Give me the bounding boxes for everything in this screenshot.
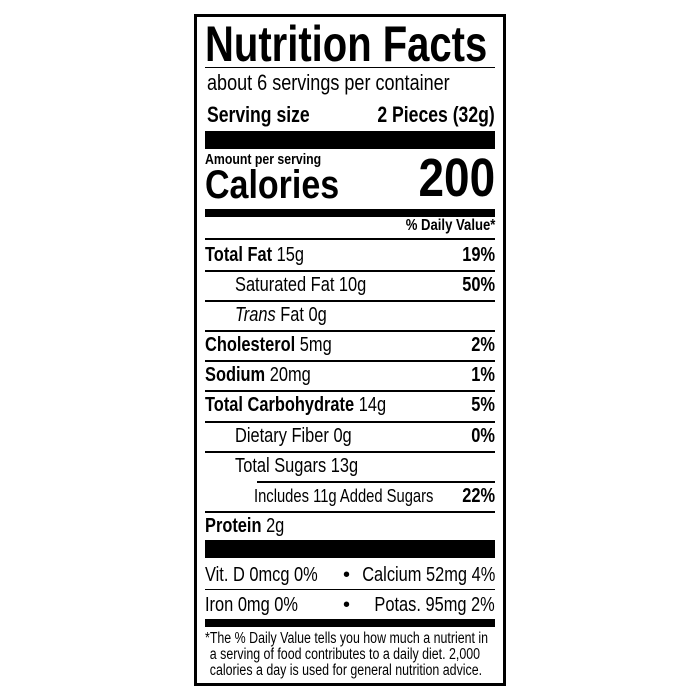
nutrient-name: Total Sugars xyxy=(235,455,327,477)
footnote: *The % Daily Value tells you how much a … xyxy=(205,631,488,679)
divider xyxy=(205,270,495,272)
amount-per-serving: Amount per serving xyxy=(205,151,322,168)
nutrient-amount: 0g xyxy=(333,425,352,447)
nutrient-dv: 50% xyxy=(462,274,495,296)
footnote-line: *The % Daily Value tells you how much a … xyxy=(205,630,489,647)
divider xyxy=(205,238,495,240)
footnote-line: a serving of food contributes to a daily… xyxy=(209,646,481,663)
potassium: Potas. 95mg 2% xyxy=(374,594,495,616)
nutrient-row-protein: Protein 2g xyxy=(205,511,495,541)
nutrient-dv: 22% xyxy=(462,485,495,507)
nutrient-row-cholesterol: Cholesterol 5mg 2% xyxy=(205,330,495,360)
nutrient-amount: 14g xyxy=(358,394,387,416)
nutrient-amount: 20mg xyxy=(269,364,311,386)
divider xyxy=(205,421,495,423)
divider-indented xyxy=(257,481,495,483)
nutrient-amount: 10g xyxy=(338,274,367,296)
nutrient-name: Includes 11g Added Sugars xyxy=(254,486,434,506)
nutrient-name: Total Carbohydrate xyxy=(205,394,355,416)
thick-divider xyxy=(205,131,495,149)
iron: Iron 0mg 0% xyxy=(205,594,298,616)
micronutrient-row: Iron 0mg 0% • Potas. 95mg 2% xyxy=(205,590,495,620)
nutrient-row-sodium: Sodium 20mg 1% xyxy=(205,360,495,390)
bullet: • xyxy=(343,564,351,586)
nutrient-name: Cholesterol xyxy=(205,334,296,356)
medium-divider xyxy=(205,619,495,627)
nutrient-row-total-fat: Total Fat 15g 19% xyxy=(205,240,495,270)
divider xyxy=(205,67,495,68)
thick-divider xyxy=(205,540,495,558)
calories-label: Calories xyxy=(205,163,340,207)
nutrient-row-dietary-fiber: Dietary Fiber 0g 0% xyxy=(205,421,495,451)
micronutrient-row: Vit. D 0mcg 0% • Calcium 52mg 4% xyxy=(205,560,495,590)
calories-value: 200 xyxy=(418,148,495,208)
divider xyxy=(205,451,495,453)
nutrient-name: Sodium xyxy=(205,364,266,386)
divider xyxy=(205,330,495,332)
nutrient-name: Protein xyxy=(205,515,262,537)
calcium: Calcium 52mg 4% xyxy=(361,564,495,586)
nutrient-name: Trans xyxy=(235,304,276,326)
nutrient-amount: 0g xyxy=(308,304,327,326)
nutrient-row-total-sugars: Total Sugars 13g xyxy=(205,451,495,481)
nutrient-name-suffix: Fat xyxy=(280,304,304,326)
nutrient-dv: 19% xyxy=(462,244,495,266)
divider xyxy=(205,589,495,590)
nutrient-amount: 2g xyxy=(266,515,285,537)
nutrient-amount: 15g xyxy=(276,244,305,266)
nutrient-name: Dietary Fiber xyxy=(235,425,329,447)
nutrient-dv: 0% xyxy=(471,425,495,447)
nutrient-row-saturated-fat: Saturated Fat 10g 50% xyxy=(205,270,495,300)
nutrient-row-trans-fat: Trans Fat 0g xyxy=(205,300,495,330)
medium-divider xyxy=(205,209,495,217)
divider xyxy=(205,300,495,302)
servings-per-container: about 6 servings per container xyxy=(207,70,450,95)
nutrient-dv: 2% xyxy=(471,334,495,356)
divider xyxy=(205,360,495,362)
serving-size-label: Serving size xyxy=(207,102,310,127)
nutrient-dv: 5% xyxy=(471,394,495,416)
nutrient-name: Total Fat xyxy=(205,244,273,266)
nutrient-amount: 13g xyxy=(330,455,359,477)
nutrient-name: Saturated Fat xyxy=(235,274,335,296)
divider xyxy=(205,390,495,392)
bullet: • xyxy=(343,594,351,616)
footnote-line: calories a day is used for general nutri… xyxy=(209,662,483,679)
serving-size-value: 2 Pieces (32g) xyxy=(377,102,495,127)
divider xyxy=(205,511,495,513)
vitamin-d: Vit. D 0mcg 0% xyxy=(205,564,318,586)
nutrient-row-added-sugars: Includes 11g Added Sugars 22% xyxy=(205,481,495,511)
daily-value-header: % Daily Value* xyxy=(405,217,495,234)
nutrient-amount: 5mg xyxy=(299,334,332,356)
nutrition-facts-label: Nutrition Facts about 6 servings per con… xyxy=(194,14,506,686)
nutrient-dv: 1% xyxy=(471,364,495,386)
label-title: Nutrition Facts xyxy=(205,16,488,72)
nutrient-row-total-carbohydrate: Total Carbohydrate 14g 5% xyxy=(205,390,495,420)
